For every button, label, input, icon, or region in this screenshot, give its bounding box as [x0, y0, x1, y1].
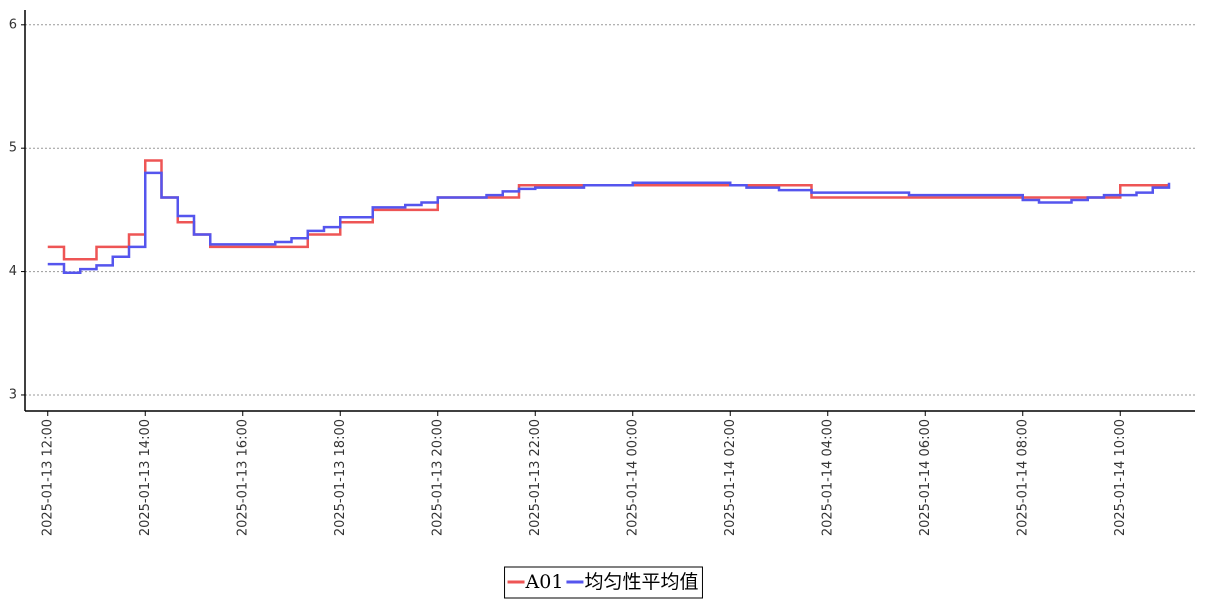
x-tick-label: 2025-01-13 14:00 [138, 419, 153, 536]
x-tick-label: 2025-01-14 02:00 [723, 419, 738, 536]
series-line [47, 171, 1171, 275]
y-tick-label: 3 [9, 387, 17, 402]
y-tick-label: 4 [9, 264, 17, 279]
x-tick-label: 2025-01-14 10:00 [1113, 419, 1128, 536]
y-tick-label: 6 [9, 17, 17, 32]
x-tick-label: 2025-01-13 20:00 [430, 419, 445, 536]
legend-label: 均匀性平均值 [584, 571, 698, 593]
x-tick-label: 2025-01-13 22:00 [528, 419, 543, 536]
x-tick-label: 2025-01-13 18:00 [333, 419, 348, 536]
x-tick-label: 2025-01-13 12:00 [40, 419, 55, 536]
x-tick-label: 2025-01-13 16:00 [235, 419, 250, 536]
x-tick-label: 2025-01-14 06:00 [918, 419, 933, 536]
y-tick-label: 5 [9, 141, 17, 156]
legend-label: A01 [525, 571, 564, 593]
legend: A01 均匀性平均值 [504, 566, 703, 599]
x-tick-label: 2025-01-14 08:00 [1015, 419, 1030, 536]
x-tick-label: 2025-01-14 04:00 [820, 419, 835, 536]
series-line [47, 159, 1169, 261]
x-tick-label: 2025-01-14 00:00 [625, 419, 640, 536]
legend-box [504, 566, 703, 599]
